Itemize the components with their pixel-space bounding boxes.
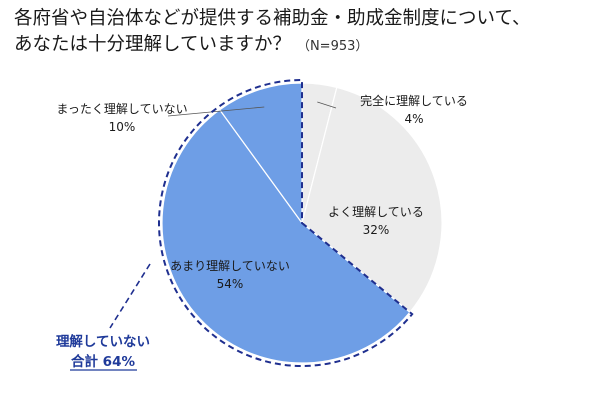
slice-label-mattaku: まったく理解していない [56,102,187,116]
pie-slice-mattaku [218,82,303,225]
slice-label-kanzen: 完全に理解している [360,93,468,108]
leader-lines [167,101,337,117]
group-outline-path [158,78,414,367]
chart-title: 各府省や自治体などが提供する補助金・助成金制度について、 あなたは十分理解してい… [14,6,594,60]
pie-slices [161,82,443,364]
slice-label-amari: あまり理解していない [170,259,290,273]
group-connector [109,263,151,329]
pie-slice-yoku [301,86,443,314]
slice-value-kanzen: 4% [404,112,423,126]
slice-value-yoku: 32% [363,223,390,237]
slice-value-amari: 54% [217,277,244,291]
chart-title-line1: 各府省や自治体などが提供する補助金・助成金制度について、 [14,8,531,29]
slice-label-yoku: よく理解している [328,205,424,219]
group-outline [109,78,414,367]
sample-size: （N=953） [296,39,369,54]
chart-title-line2: あなたは十分理解していますか？ （N=953） [14,32,594,60]
chart-title-line2-text: あなたは十分理解していますか？ [14,34,291,55]
group-annotation-line2: 合計 64% [71,353,135,370]
pie-slice-amari [161,108,411,364]
group-annotation-line1: 理解していない [56,333,150,350]
leader-line-mattaku [167,106,265,117]
leader-line-kanzen [317,101,337,109]
slice-value-mattaku: 10% [109,120,136,134]
